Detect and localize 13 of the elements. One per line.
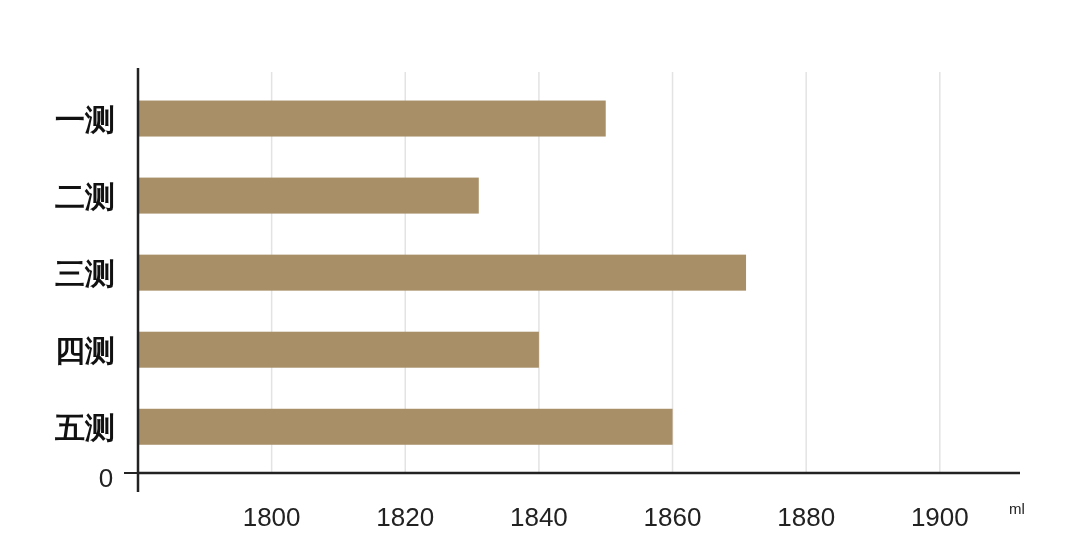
x-tick-label: 1820	[376, 502, 435, 532]
x-tick-label: 1880	[777, 502, 836, 532]
x-tick-label: 1800	[242, 502, 301, 532]
y-tick-label: 四测	[55, 333, 115, 367]
x-axis-title: ml	[1009, 500, 1025, 517]
x-tick-label: 1900	[910, 502, 969, 532]
y-tick-label: 三测	[55, 256, 115, 290]
y-tick-label: 一测	[55, 102, 115, 136]
y-tick-label: 二测	[55, 179, 115, 213]
y-tick-label: 五测	[54, 410, 115, 444]
text: 0	[98, 463, 114, 493]
x-tick-label: 1860	[643, 502, 702, 532]
x-tick-label: 1840	[509, 502, 568, 532]
